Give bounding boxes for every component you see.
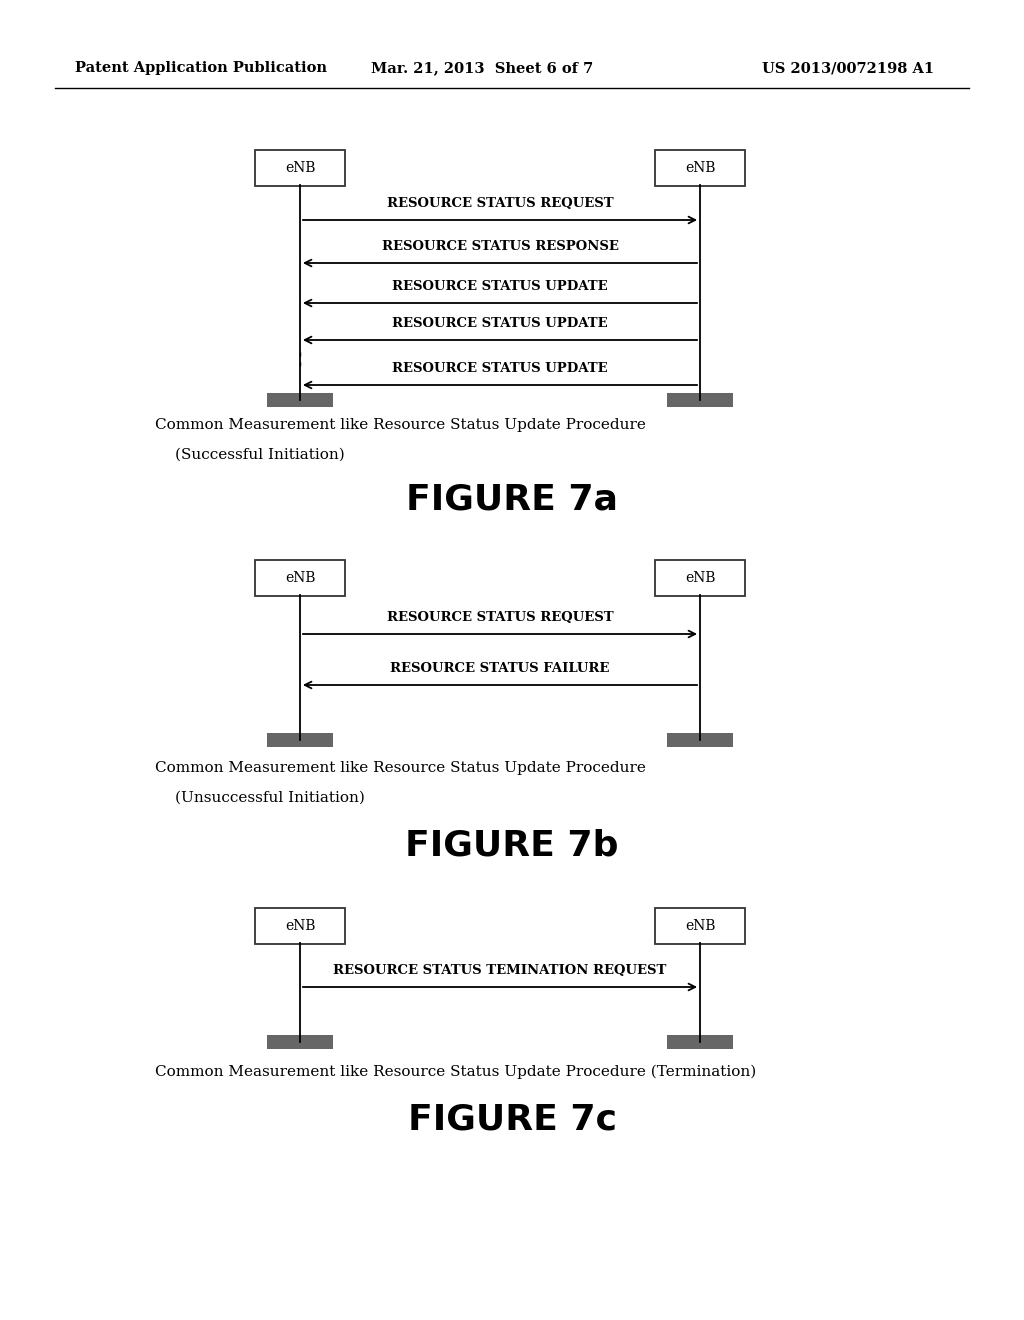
- Text: Patent Application Publication: Patent Application Publication: [75, 61, 327, 75]
- Text: eNB: eNB: [685, 572, 715, 585]
- Text: RESOURCE STATUS REQUEST: RESOURCE STATUS REQUEST: [387, 611, 613, 624]
- Text: FIGURE 7a: FIGURE 7a: [406, 483, 618, 517]
- Text: RESOURCE STATUS UPDATE: RESOURCE STATUS UPDATE: [392, 280, 608, 293]
- Text: RESOURCE STATUS FAILURE: RESOURCE STATUS FAILURE: [390, 663, 609, 675]
- Bar: [267, 393, 333, 407]
- Text: (Unsuccessful Initiation): (Unsuccessful Initiation): [175, 791, 365, 805]
- Text: Mar. 21, 2013  Sheet 6 of 7: Mar. 21, 2013 Sheet 6 of 7: [371, 61, 593, 75]
- Text: FIGURE 7b: FIGURE 7b: [406, 828, 618, 862]
- Bar: [255, 560, 345, 597]
- Text: Common Measurement like Resource Status Update Procedure: Common Measurement like Resource Status …: [155, 418, 646, 432]
- Text: Common Measurement like Resource Status Update Procedure: Common Measurement like Resource Status …: [155, 762, 646, 775]
- Text: eNB: eNB: [285, 161, 315, 176]
- Text: eNB: eNB: [685, 161, 715, 176]
- Text: RESOURCE STATUS UPDATE: RESOURCE STATUS UPDATE: [392, 362, 608, 375]
- Text: US 2013/0072198 A1: US 2013/0072198 A1: [762, 61, 934, 75]
- Text: RESOURCE STATUS UPDATE: RESOURCE STATUS UPDATE: [392, 317, 608, 330]
- Text: eNB: eNB: [685, 919, 715, 933]
- Text: Common Measurement like Resource Status Update Procedure (Termination): Common Measurement like Resource Status …: [155, 1065, 757, 1080]
- Text: FIGURE 7c: FIGURE 7c: [408, 1104, 616, 1137]
- Bar: [667, 733, 733, 747]
- Bar: [267, 733, 333, 747]
- Text: RESOURCE STATUS TEMINATION REQUEST: RESOURCE STATUS TEMINATION REQUEST: [334, 964, 667, 977]
- Bar: [255, 150, 345, 186]
- Text: RESOURCE STATUS REQUEST: RESOURCE STATUS REQUEST: [387, 197, 613, 210]
- Bar: [667, 1035, 733, 1049]
- Bar: [267, 1035, 333, 1049]
- Text: RESOURCE STATUS RESPONSE: RESOURCE STATUS RESPONSE: [382, 240, 618, 253]
- Bar: [667, 393, 733, 407]
- Text: (Successful Initiation): (Successful Initiation): [175, 447, 345, 462]
- Bar: [655, 908, 745, 944]
- Text: eNB: eNB: [285, 919, 315, 933]
- Bar: [255, 908, 345, 944]
- Bar: [655, 150, 745, 186]
- Bar: [655, 560, 745, 597]
- Text: eNB: eNB: [285, 572, 315, 585]
